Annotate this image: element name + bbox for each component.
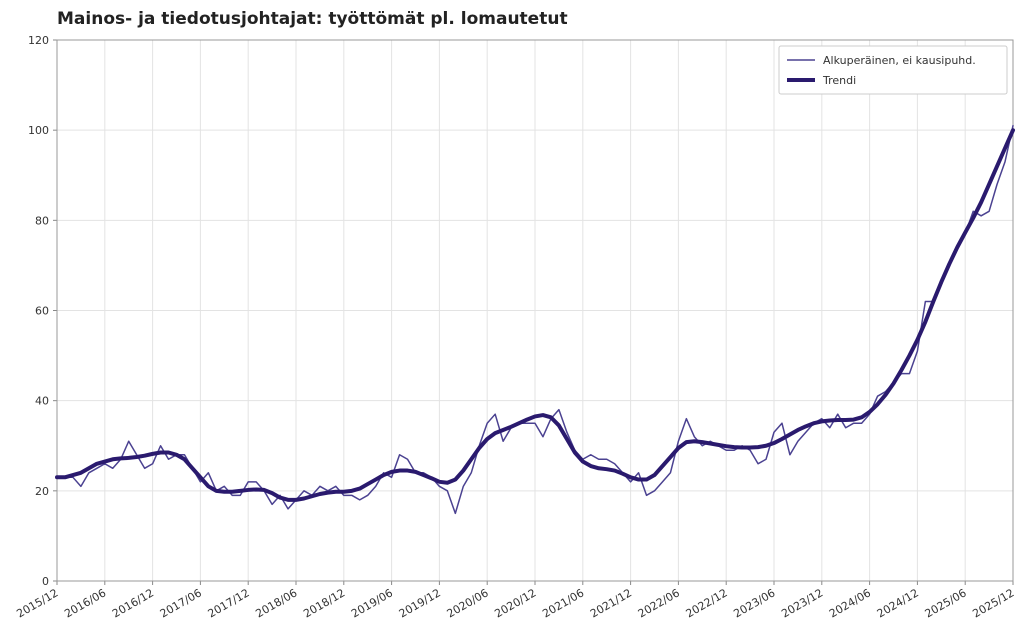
x-tick-label: 2016/06 (62, 586, 108, 620)
x-tick-label: 2022/12 (684, 586, 730, 620)
legend-label: Trendi (822, 74, 856, 87)
y-tick-label: 40 (35, 395, 49, 408)
x-tick-label: 2025/12 (970, 586, 1016, 620)
x-tick-label: 2017/12 (206, 586, 252, 620)
x-tick-label: 2021/12 (588, 586, 634, 620)
legend-label: Alkuperäinen, ei kausipuhd. (823, 54, 976, 67)
x-tick-label: 2022/06 (636, 586, 682, 620)
x-tick-label: 2023/12 (779, 586, 825, 620)
x-tick-label: 2019/12 (397, 586, 443, 620)
y-tick-label: 120 (28, 34, 49, 47)
x-tick-label: 2016/12 (110, 586, 156, 620)
x-tick-label: 2020/06 (445, 586, 491, 620)
plot-frame (56, 39, 1014, 582)
x-tick-label: 2018/12 (301, 586, 347, 620)
y-tick-label: 80 (35, 214, 49, 227)
x-tick-label: 2021/06 (540, 586, 586, 620)
x-tick-label: 2024/06 (827, 586, 873, 620)
x-tick-label: 2019/06 (349, 586, 395, 620)
y-tick-label: 60 (35, 305, 49, 318)
x-tick-label: 2020/12 (492, 586, 538, 620)
x-tick-label: 2015/12 (14, 586, 60, 620)
x-tick-label: 2025/06 (923, 586, 969, 620)
y-tick-label: 20 (35, 485, 49, 498)
x-tick-label: 2024/12 (875, 586, 921, 620)
legend-box (778, 45, 1008, 95)
y-tick-label: 100 (28, 124, 49, 137)
x-tick-label: 2018/06 (253, 586, 299, 620)
line (55, 128, 1015, 502)
x-tick-label: 2017/06 (158, 586, 204, 620)
y-tick-label: 0 (42, 575, 49, 588)
x-tick-label: 2023/06 (731, 586, 777, 620)
chart-title: Mainos- ja tiedotusjohtajat: työttömät p… (57, 9, 568, 29)
legend: Alkuperäinen, ei kausipuhd. Trendi (778, 45, 1008, 95)
